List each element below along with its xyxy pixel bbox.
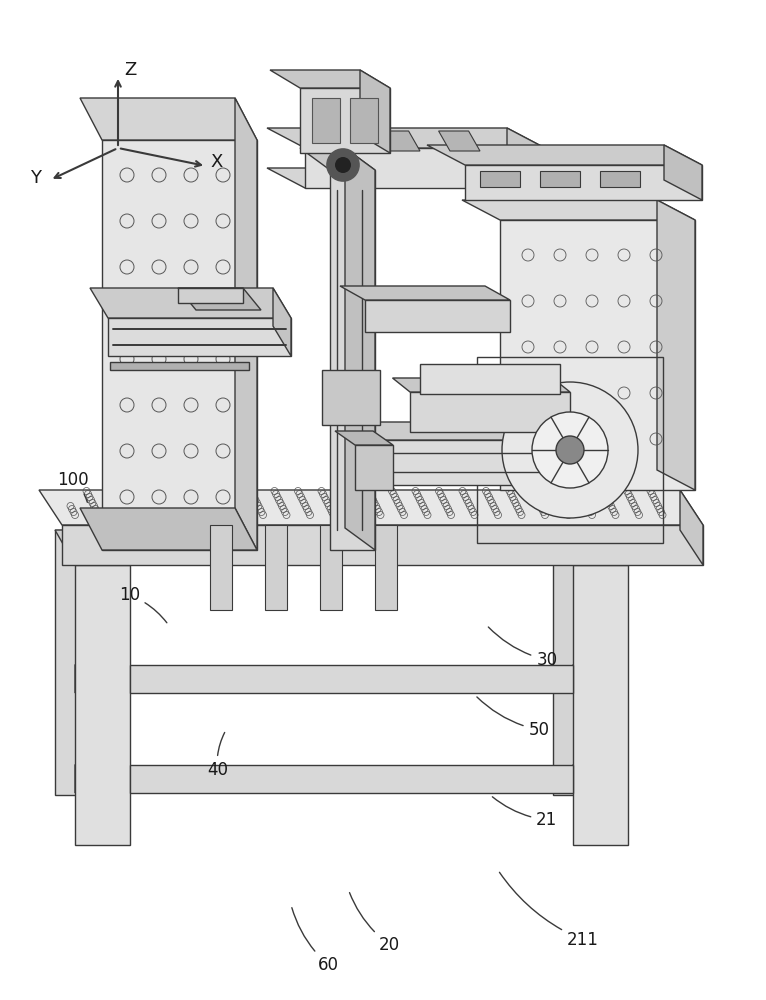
Polygon shape [392,378,570,392]
Polygon shape [360,70,390,153]
Polygon shape [573,630,608,693]
Polygon shape [355,445,393,490]
Polygon shape [80,98,257,140]
Polygon shape [273,288,291,356]
Text: X: X [210,153,222,171]
Polygon shape [267,168,545,188]
Polygon shape [573,565,628,845]
Polygon shape [210,525,232,610]
Polygon shape [80,508,257,550]
Polygon shape [345,148,375,550]
Circle shape [502,382,638,518]
Polygon shape [553,530,608,795]
Text: Z: Z [124,61,136,79]
Polygon shape [375,440,605,485]
Polygon shape [55,530,110,795]
Text: 50: 50 [477,697,549,739]
Polygon shape [340,422,605,440]
Circle shape [532,412,608,488]
Polygon shape [340,286,510,300]
Polygon shape [130,765,573,793]
Polygon shape [439,131,480,151]
Polygon shape [178,288,261,310]
Text: 40: 40 [207,732,228,779]
Polygon shape [410,392,570,432]
Polygon shape [300,148,375,170]
Polygon shape [75,565,130,845]
Polygon shape [465,165,702,200]
Polygon shape [300,88,390,153]
Text: Y: Y [30,169,41,187]
Polygon shape [322,370,380,425]
Polygon shape [270,70,390,88]
Polygon shape [102,140,257,550]
Polygon shape [178,288,243,303]
Polygon shape [320,525,342,610]
Polygon shape [540,171,580,187]
Text: 100: 100 [57,471,89,502]
Circle shape [335,157,351,173]
Polygon shape [335,431,393,445]
Text: 30: 30 [489,627,558,669]
Polygon shape [378,131,420,151]
Polygon shape [62,525,703,565]
Polygon shape [600,171,640,187]
Polygon shape [657,200,695,490]
Polygon shape [427,145,702,165]
Polygon shape [570,422,605,485]
Polygon shape [375,525,397,610]
Polygon shape [312,98,340,143]
Circle shape [327,149,359,181]
Text: 20: 20 [349,893,401,954]
Polygon shape [39,490,703,525]
Polygon shape [55,530,628,565]
Polygon shape [480,171,520,187]
Polygon shape [75,730,110,793]
Polygon shape [462,200,695,220]
Polygon shape [365,300,510,332]
Polygon shape [265,525,287,610]
Text: 211: 211 [499,872,599,949]
Text: 60: 60 [292,908,339,974]
Polygon shape [350,98,378,143]
Polygon shape [130,665,573,693]
Polygon shape [75,630,110,693]
Polygon shape [573,730,608,793]
Polygon shape [420,364,560,394]
Polygon shape [90,288,291,318]
Polygon shape [664,145,702,200]
Circle shape [556,436,584,464]
Polygon shape [235,98,257,550]
Polygon shape [680,490,703,565]
Polygon shape [319,131,360,151]
Polygon shape [110,308,249,316]
Polygon shape [507,128,545,188]
Polygon shape [110,361,249,369]
Polygon shape [305,148,545,188]
Text: 10: 10 [119,586,167,623]
Polygon shape [500,220,695,490]
Polygon shape [108,318,291,356]
Text: 21: 21 [493,797,558,829]
Polygon shape [267,128,545,148]
Polygon shape [330,170,375,550]
